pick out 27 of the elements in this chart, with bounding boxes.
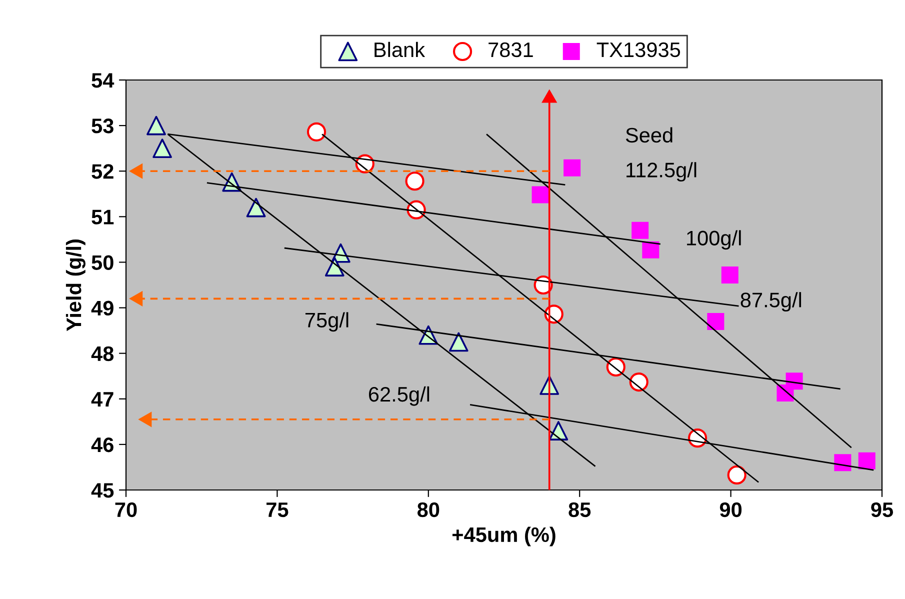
y-tick-label: 52 (92, 164, 114, 179)
annotation: Seed (626, 127, 672, 143)
y-tick-label: 53 (92, 118, 114, 134)
annotation: 62.5g/l (368, 386, 430, 406)
x-tick-label: 80 (417, 502, 440, 518)
x-tick-label: 90 (720, 502, 742, 518)
y-tick-label: 46 (91, 437, 114, 452)
y-tick-label: 48 (91, 346, 114, 362)
y-tick-label: 50 (92, 255, 114, 270)
y-tick-label: 45 (91, 483, 114, 498)
x-tick-label: 75 (266, 502, 288, 518)
legend-label: TX13935 (596, 42, 680, 58)
annotation: 87.5g/l (740, 292, 802, 312)
annotation: 75g/l (305, 312, 348, 332)
legend-label: 7831 (488, 42, 533, 58)
x-tick-label: 70 (115, 502, 137, 518)
x-axis-title: +45um (%) (452, 526, 556, 546)
y-axis-title: Yield (g/l) (66, 240, 86, 332)
x-tick-label: 95 (871, 502, 894, 518)
legend-label: Blank (374, 42, 426, 58)
y-tick-label: 54 (92, 73, 114, 88)
y-tick-label: 49 (91, 300, 114, 316)
x-tick-label: 85 (568, 502, 591, 518)
annotation: 100g/l (687, 230, 741, 250)
y-tick-label: 51 (92, 210, 114, 224)
annotation: 112.5g/l (626, 162, 696, 182)
y-tick-label: 47 (91, 392, 114, 406)
